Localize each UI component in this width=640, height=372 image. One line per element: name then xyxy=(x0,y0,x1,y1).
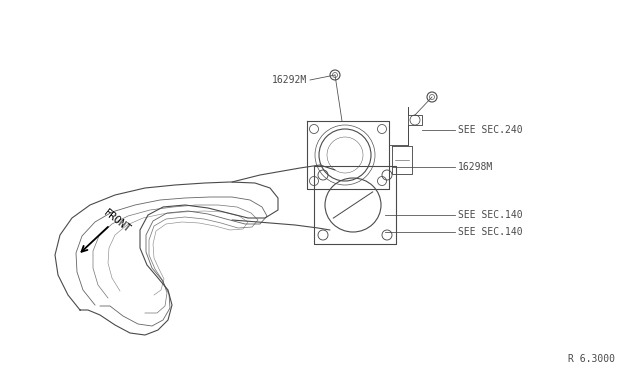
Text: SEE SEC.240: SEE SEC.240 xyxy=(458,125,523,135)
Text: R 6.3000: R 6.3000 xyxy=(568,354,615,364)
Text: SEE SEC.140: SEE SEC.140 xyxy=(458,210,523,220)
Text: 16298M: 16298M xyxy=(458,162,493,172)
Text: SEE SEC.140: SEE SEC.140 xyxy=(458,227,523,237)
Text: 16292M: 16292M xyxy=(272,75,307,85)
Text: FRONT: FRONT xyxy=(102,208,132,235)
